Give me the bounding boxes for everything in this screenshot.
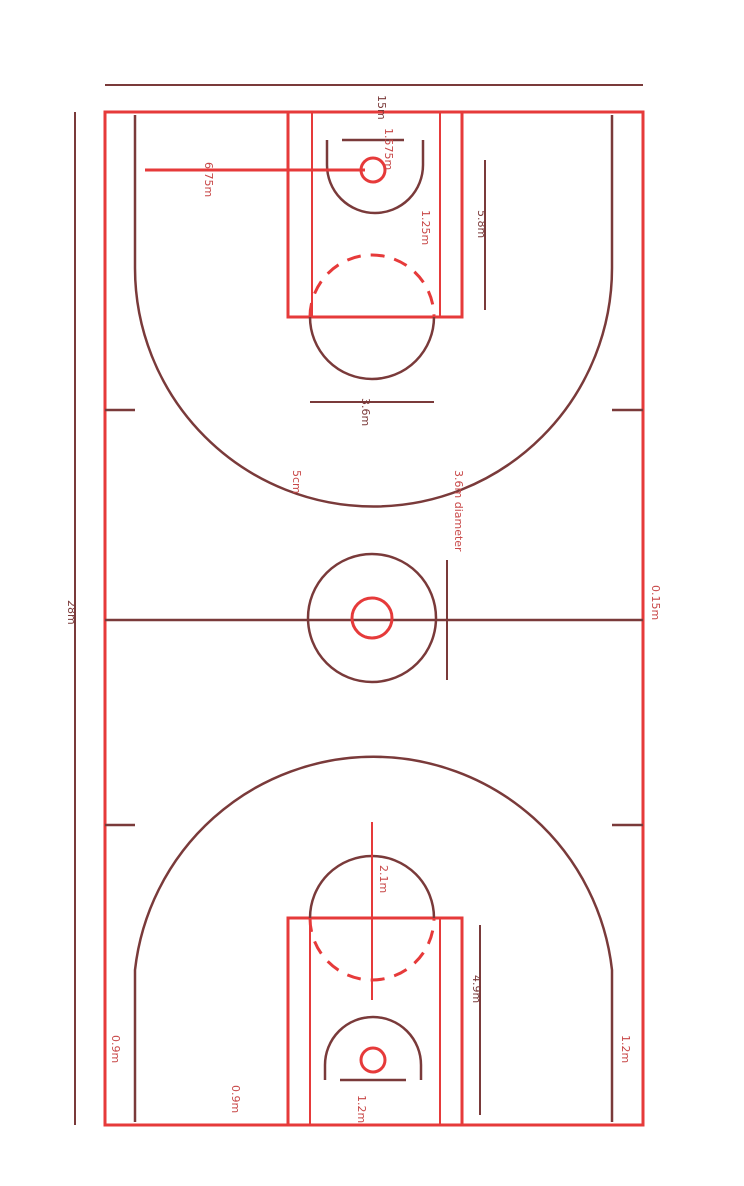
center-circle-label: 3.6m diameter — [452, 470, 465, 552]
key-top — [286, 110, 464, 319]
restricted-arc-bottom — [323, 1015, 423, 1080]
lane-inner-top — [311, 111, 441, 318]
restricted-area-label: 1.25m — [419, 210, 432, 245]
inner-circle-label: 1.2m — [355, 1095, 368, 1123]
court-boundary — [103, 110, 645, 1127]
hoop-offset-label: 1.575m — [382, 128, 395, 170]
length-label: 28m — [65, 600, 78, 625]
distance-0-9-label: 0.9m — [229, 1085, 242, 1113]
free-throw-circle-top-solid — [308, 316, 436, 381]
key-length-label: 5.8m — [475, 210, 488, 238]
distance-label-bottom: 2.1m — [377, 865, 390, 893]
key-length-label-bottom: 4.9m — [470, 975, 483, 1003]
substitution-label: 0.15m — [649, 585, 662, 620]
three-point-arc-top — [133, 115, 614, 508]
hoop-bottom — [359, 1046, 387, 1074]
restricted-arc-top — [325, 140, 425, 215]
center-inner-circle — [350, 596, 394, 640]
three-point-label: 6.75m — [202, 162, 215, 197]
width-label: 15m — [375, 95, 388, 120]
line-width-label: 5cm — [290, 470, 303, 494]
key-bottom — [286, 916, 464, 1127]
corner-three-label-right: 1.2m — [619, 1035, 632, 1063]
free-throw-circle-top-dashed — [308, 253, 436, 318]
center-circle — [306, 552, 438, 684]
lane-inner-bottom — [309, 917, 441, 1126]
corner-three-label-left: 0.9m — [109, 1035, 122, 1063]
free-throw-label: 3.6m — [359, 398, 372, 426]
three-point-arc-bottom — [133, 755, 614, 1122]
